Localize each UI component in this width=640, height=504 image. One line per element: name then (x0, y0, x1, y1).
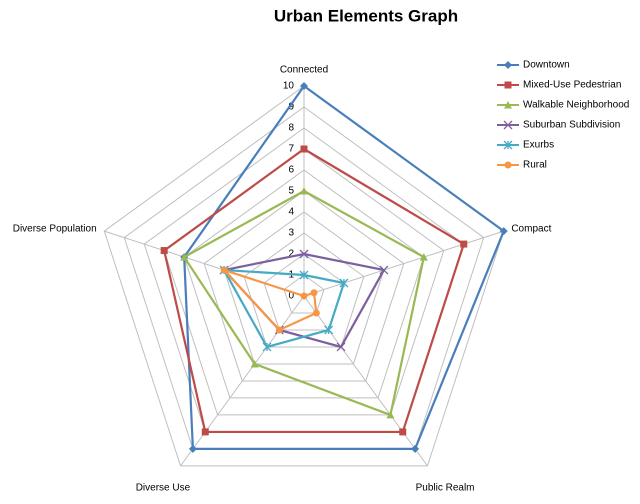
r-tick-label: 0 (288, 291, 294, 302)
series (160, 145, 468, 436)
marker (300, 82, 308, 90)
marker (336, 342, 346, 352)
series (180, 187, 428, 419)
legend-label: Downtown (523, 60, 570, 71)
series (220, 266, 320, 334)
marker (379, 265, 389, 275)
marker (504, 101, 512, 109)
r-tick-label: 2 (288, 249, 294, 260)
legend-label: Mixed-Use Pedestrian (523, 80, 621, 91)
axis-line (303, 295, 428, 467)
marker (300, 145, 308, 153)
series-line (162, 147, 466, 434)
marker (419, 253, 428, 261)
marker (503, 120, 513, 130)
series-line (183, 84, 506, 451)
grid-line (183, 169, 425, 399)
marker (339, 278, 349, 288)
marker (312, 309, 320, 317)
marker (300, 292, 308, 300)
r-tick-label: 6 (288, 165, 294, 176)
series-line (222, 268, 346, 349)
marker (299, 270, 309, 280)
axis-line (180, 295, 305, 467)
marker (250, 359, 259, 368)
grid-line (203, 190, 405, 382)
series-line (182, 189, 426, 417)
marker (499, 227, 508, 236)
marker (220, 266, 228, 274)
marker (188, 444, 197, 453)
grid-line (263, 253, 345, 331)
category-label: Diverse Use (136, 483, 191, 494)
marker (386, 410, 395, 419)
marker (275, 326, 283, 334)
marker (201, 428, 209, 436)
marker (411, 444, 420, 453)
marker (503, 140, 513, 150)
marker (160, 247, 168, 255)
marker (324, 325, 334, 335)
marker (460, 240, 468, 248)
r-tick-label: 10 (283, 81, 295, 92)
marker (504, 81, 512, 89)
legend-label: Suburban Subdivision (523, 120, 620, 131)
r-tick-label: 3 (288, 228, 294, 239)
grid-line (283, 274, 325, 314)
r-tick-label: 5 (288, 186, 294, 197)
category-label: Compact (511, 223, 551, 234)
chart-title: Urban Elements Graph (274, 6, 458, 25)
legend-label: Walkable Neighborhood (523, 100, 629, 111)
r-tick-label: 7 (288, 144, 294, 155)
marker (262, 342, 272, 352)
marker (299, 249, 309, 259)
r-tick-label: 4 (288, 207, 294, 218)
r-tick-label: 8 (288, 123, 294, 134)
legend-label: Exurbs (523, 140, 554, 151)
grid-line (243, 232, 365, 348)
marker (310, 289, 318, 297)
marker (504, 61, 512, 69)
legend-label: Rural (523, 160, 547, 171)
category-label: Public Realm (416, 483, 475, 494)
series (180, 82, 508, 453)
axis-line (303, 230, 504, 297)
r-tick-label: 9 (288, 102, 294, 113)
marker (504, 161, 512, 169)
marker (399, 428, 407, 436)
category-label: Connected (280, 65, 328, 76)
marker (180, 253, 189, 261)
category-label: Diverse Population (13, 223, 97, 234)
series-line (221, 252, 386, 349)
grid-line (223, 211, 385, 365)
marker (300, 187, 308, 195)
